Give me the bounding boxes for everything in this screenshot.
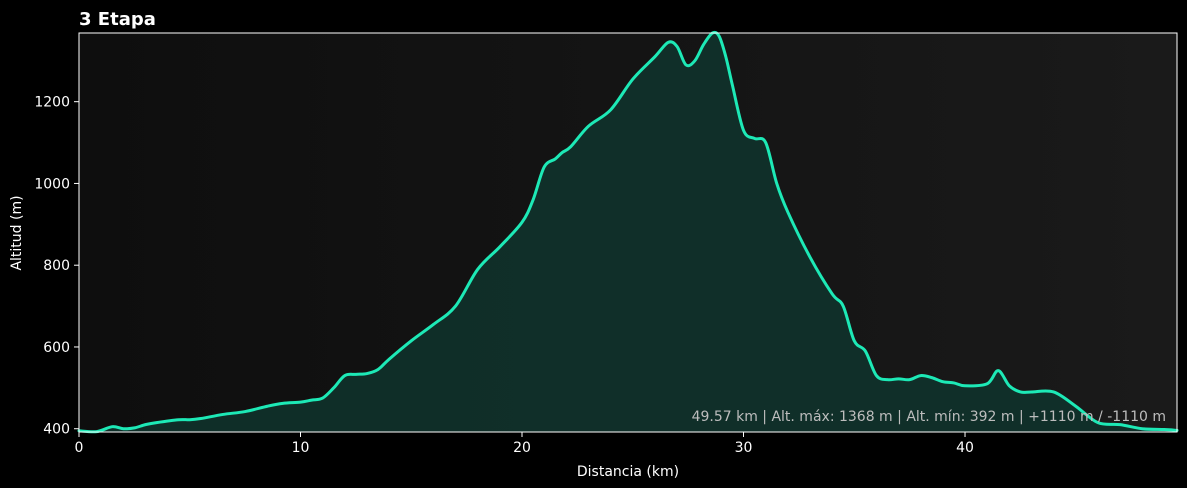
y-tick-label: 800 [43,258,70,274]
y-axis-label: Altitud (m) [9,195,25,270]
y-tick-label: 1000 [34,176,70,192]
plot-frame [78,32,1178,433]
x-tick-label: 10 [292,440,310,456]
y-tick-label: 1200 [34,95,70,111]
y-axis-ticks: 400 600 800 1000 1200 [34,95,79,438]
x-tick-label: 0 [75,440,84,456]
elevation-line [77,30,1179,434]
y-tick-label: 400 [43,422,70,438]
x-axis-ticks: 0 10 20 30 40 [75,432,974,456]
x-tick-label: 20 [513,440,531,456]
x-axis-label: Distancia (km) [577,464,679,480]
route-summary: 49.57 km | Alt. máx: 1368 m | Alt. mín: … [692,409,1166,425]
chart-title: 3 Etapa [79,9,156,30]
x-tick-label: 30 [735,440,753,456]
x-tick-label: 40 [956,440,974,456]
elevation-area-fill [79,32,1177,433]
y-tick-label: 600 [43,340,70,356]
